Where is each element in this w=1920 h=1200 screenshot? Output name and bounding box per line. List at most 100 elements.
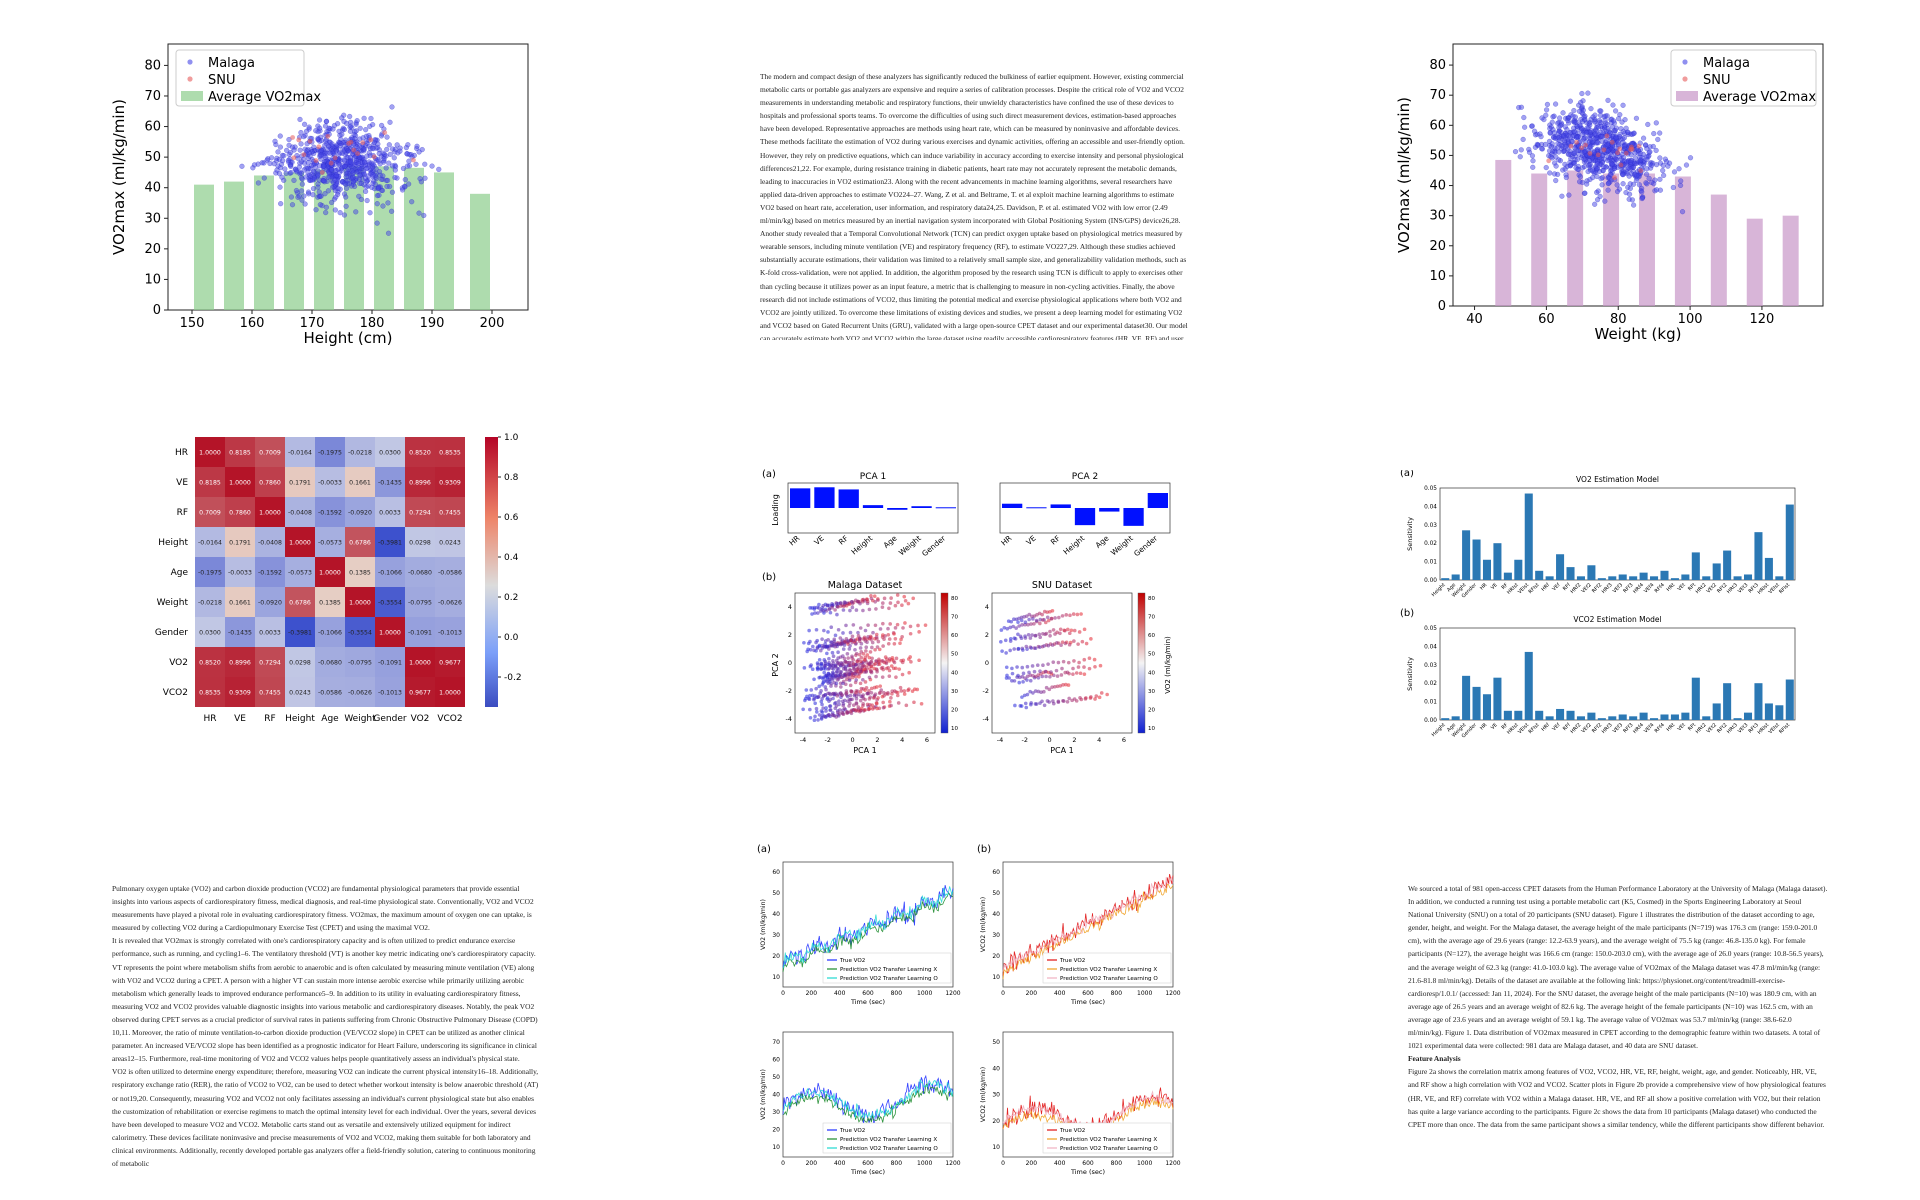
malaga-point [278, 201, 284, 207]
malaga-point [275, 149, 281, 155]
vco2-sens-bar [1670, 714, 1679, 720]
malaga-point [1583, 130, 1589, 136]
section-heading-feature-analysis: Feature Analysis [1408, 1054, 1461, 1064]
malaga-point [1581, 156, 1587, 162]
heatmap-cell [285, 557, 315, 587]
malaga-point [291, 147, 297, 153]
malaga-cloud-point [825, 696, 830, 700]
malaga-cloud-point [861, 703, 865, 708]
malaga-cloud-point [842, 600, 847, 604]
snu-cloud-point [1033, 646, 1038, 651]
heatmap-cell [285, 677, 315, 707]
malaga-point [362, 188, 369, 195]
vo2-top-x-tick-label: 0 [781, 990, 785, 997]
malaga-cloud-point [854, 701, 859, 705]
malaga-point [391, 155, 397, 161]
malaga-point [356, 165, 362, 171]
malaga-cloud-point [876, 696, 880, 700]
malaga-cloud-point [874, 701, 879, 706]
malaga-cloud-point [815, 611, 820, 615]
pca2-title: PCA 2 [1072, 472, 1098, 482]
heatmap-col-label: HR [203, 714, 216, 724]
vo2-top-legend-label: True VO2 [839, 958, 865, 964]
average-bar [254, 175, 274, 310]
vco2-sens-bar [1451, 716, 1460, 720]
heatmap-col-label: Weight [344, 714, 376, 724]
snu-cloud-colorbar-tick-label: 30 [1148, 689, 1155, 695]
vo2-sens-bar [1566, 567, 1575, 580]
malaga-point [297, 147, 303, 153]
malaga-cloud-point [873, 623, 878, 628]
malaga-point [1657, 155, 1663, 161]
x-tick-label: 170 [300, 316, 325, 331]
malaga-point [1595, 188, 1601, 194]
heatmap-cell-value: 0.0033 [379, 510, 401, 517]
malaga-cloud-point [830, 670, 835, 675]
snu-cloud-point [1042, 689, 1046, 694]
malaga-point [1679, 209, 1686, 215]
snu-cloud-point [1105, 692, 1109, 697]
snu-point [290, 135, 296, 140]
vo2-sens-bar [1702, 576, 1711, 580]
malaga-cloud-colorbar [940, 592, 949, 734]
snu-point [1612, 175, 1617, 181]
malaga-cloud-point [817, 657, 822, 662]
x-tick-label: 190 [420, 316, 445, 331]
vo2-sens-bar [1764, 557, 1773, 580]
malaga-point [1579, 90, 1585, 97]
vco2-bottom-legend-label: True VO2 [1059, 1128, 1085, 1134]
malaga-point [293, 187, 300, 194]
snu-cloud-point [1013, 703, 1017, 708]
x-tick-label: 120 [1750, 312, 1775, 327]
vo2-sens-y-axis-label: Sensitivity [1406, 517, 1414, 551]
malaga-cloud-point [862, 635, 867, 640]
heatmap-cell-value: -0.1975 [318, 450, 342, 457]
pca2-bar [1074, 508, 1096, 526]
malaga-cloud-point [851, 675, 855, 680]
vo2-sens-bar [1535, 570, 1544, 580]
snu-point [1615, 150, 1620, 156]
vco2-sens-bar [1556, 708, 1565, 720]
snu-cloud-point [1092, 657, 1097, 662]
snu-cloud-point [1023, 620, 1028, 625]
vco2-sens-bar [1503, 710, 1512, 720]
malaga-cloud-point [854, 689, 859, 693]
malaga-cloud-point [852, 638, 856, 643]
malaga-cloud-point [813, 701, 817, 706]
vco2-top-legend-label: Prediction VO2 Transfer Learning X [1060, 967, 1157, 973]
malaga-cloud-point [877, 657, 881, 662]
malaga-cloud-point [838, 708, 842, 712]
malaga-cloud-point [841, 681, 845, 686]
snu-cloud-point [1067, 696, 1071, 701]
malaga-cloud-point [830, 666, 834, 670]
vco2-sens-feature-label: HRIst [1757, 722, 1771, 736]
snu-cloud-point [1054, 668, 1059, 673]
malaga-point [1655, 136, 1661, 143]
malaga-cloud-point [892, 660, 897, 665]
malaga-cloud-colorbar-tick-label: 50 [951, 652, 958, 658]
malaga-point [1556, 115, 1563, 121]
legend-label-malaga: Malaga [208, 56, 255, 71]
malaga-cloud-point [867, 675, 872, 680]
snu-cloud-point [1028, 689, 1032, 694]
malaga-cloud-point [825, 675, 830, 680]
malaga-cloud-point [814, 640, 818, 645]
malaga-cloud-point [851, 623, 856, 627]
malaga-point [329, 141, 335, 147]
pca1-feature-label: Gender [920, 533, 948, 558]
malaga-point [1614, 188, 1621, 195]
heatmap-cell [375, 647, 405, 677]
malaga-point [1647, 149, 1653, 155]
vco2-sens-bar [1587, 712, 1596, 720]
snu-cloud-point [1019, 636, 1024, 641]
snu-cloud-point [1015, 665, 1019, 669]
snu-cloud-point [1064, 613, 1069, 617]
snu-cloud-point [1059, 643, 1063, 648]
heatmap-cell [195, 587, 225, 617]
malaga-point [1582, 190, 1588, 196]
malaga-point [287, 162, 293, 168]
malaga-cloud-point [822, 670, 826, 675]
malaga-point [1620, 129, 1626, 135]
malaga-cloud-point [814, 649, 818, 653]
snu-cloud-point [1020, 665, 1025, 670]
